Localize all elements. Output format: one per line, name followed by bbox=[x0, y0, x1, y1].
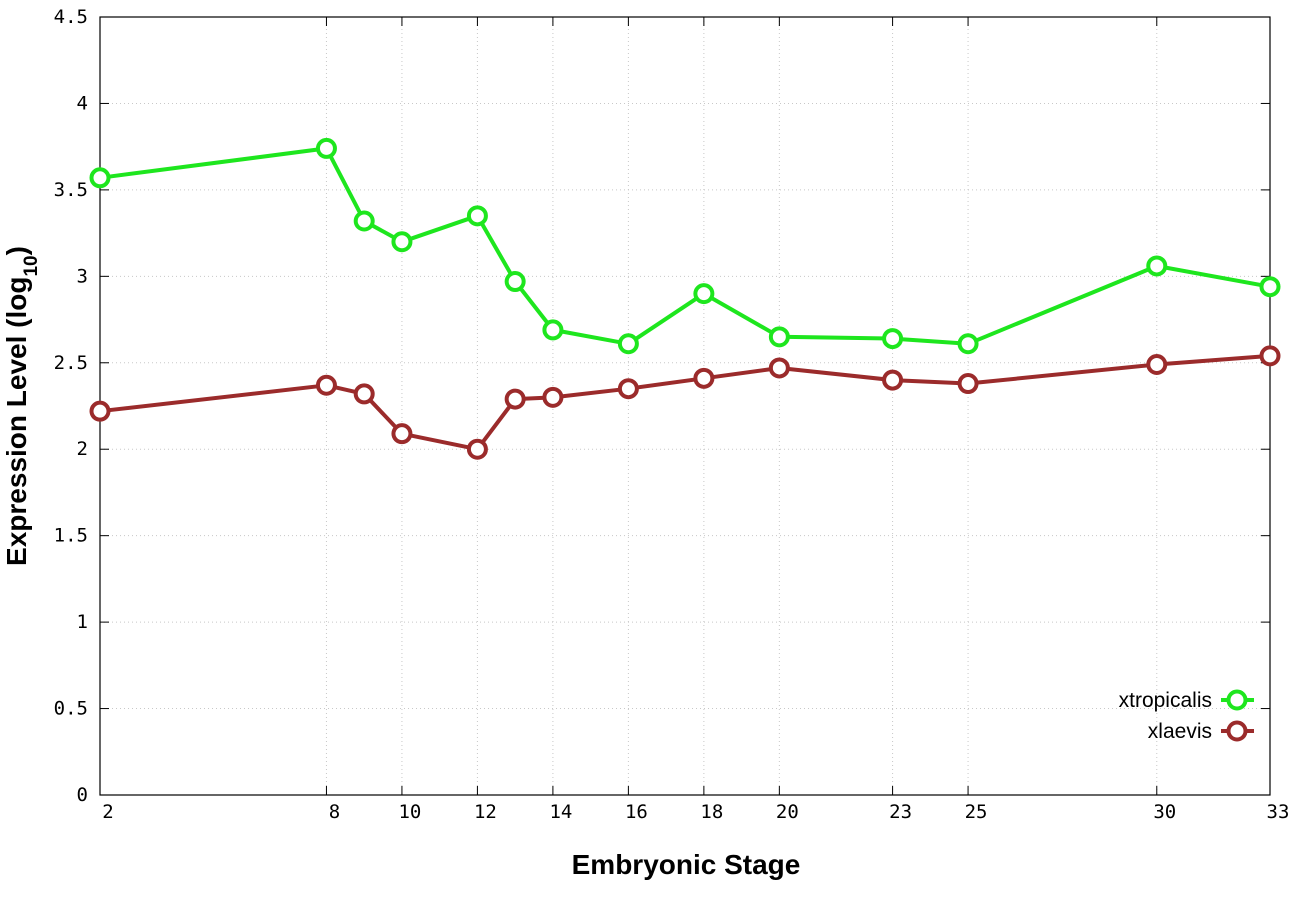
data-point-xtropicalis bbox=[315, 137, 337, 159]
data-point-xtropicalis bbox=[504, 271, 526, 293]
grid bbox=[100, 17, 1270, 795]
x-tick-label: 33 bbox=[1267, 801, 1290, 823]
data-point-xlaevis bbox=[391, 423, 413, 445]
x-axis-title: Embryonic Stage bbox=[572, 849, 801, 880]
data-point-xtropicalis bbox=[882, 328, 904, 350]
y-tick-label: 0 bbox=[77, 784, 88, 806]
x-tick-label: 14 bbox=[549, 801, 572, 823]
plot-frame bbox=[99, 16, 1271, 796]
x-tick-label: 18 bbox=[700, 801, 723, 823]
data-point-xtropicalis bbox=[617, 333, 639, 355]
x-tick-label: 10 bbox=[398, 801, 421, 823]
data-point-xtropicalis bbox=[391, 231, 413, 253]
data-point-xlaevis bbox=[693, 367, 715, 389]
data-point-xtropicalis bbox=[353, 210, 375, 232]
data-point-xtropicalis bbox=[693, 283, 715, 305]
data-point-xlaevis bbox=[315, 374, 337, 396]
y-tick-label: 2.5 bbox=[54, 352, 88, 374]
legend-swatch-marker-xlaevis bbox=[1226, 720, 1248, 742]
x-tick-label: 20 bbox=[776, 801, 799, 823]
data-point-xlaevis bbox=[89, 400, 111, 422]
y-axis-title-subscript: 10 bbox=[21, 255, 42, 276]
data-point-xtropicalis bbox=[89, 167, 111, 189]
data-point-xlaevis bbox=[957, 373, 979, 395]
y-tick-label: 4 bbox=[77, 92, 88, 114]
x-tick-label: 25 bbox=[965, 801, 988, 823]
data-point-xlaevis bbox=[466, 438, 488, 460]
series-line-xtropicalis bbox=[99, 146, 1271, 346]
series-xtropicalis bbox=[89, 137, 1281, 355]
data-point-xlaevis bbox=[768, 357, 790, 379]
data-point-xlaevis bbox=[542, 386, 564, 408]
y-tick-label: 3 bbox=[77, 265, 88, 287]
y-axis-title: Expression Level (log10) bbox=[1, 246, 42, 566]
legend-label-xtropicalis: xtropicalis bbox=[1119, 689, 1212, 712]
x-tick-label: 8 bbox=[329, 801, 340, 823]
x-tick-label: 12 bbox=[474, 801, 497, 823]
data-point-xlaevis bbox=[504, 388, 526, 410]
data-point-xtropicalis bbox=[542, 319, 564, 341]
y-tick-label: 0.5 bbox=[54, 698, 88, 720]
x-tick-label: 16 bbox=[625, 801, 648, 823]
y-tick-label: 2 bbox=[77, 438, 88, 460]
x-tick-label: 2 bbox=[102, 801, 113, 823]
data-point-xlaevis bbox=[882, 369, 904, 391]
data-point-xlaevis bbox=[353, 383, 375, 405]
data-point-xtropicalis bbox=[1146, 255, 1168, 277]
data-point-xtropicalis bbox=[1259, 276, 1281, 298]
data-point-xtropicalis bbox=[768, 326, 790, 348]
series-line-xlaevis bbox=[99, 353, 1271, 452]
data-point-xlaevis bbox=[1259, 345, 1281, 367]
legend-entry-xlaevis: xlaevis bbox=[1148, 720, 1254, 743]
y-tick-label: 1 bbox=[77, 611, 88, 633]
x-tick-label: 23 bbox=[889, 801, 912, 823]
legend-swatch-marker-xtropicalis bbox=[1226, 689, 1248, 711]
legend-entry-xtropicalis: xtropicalis bbox=[1119, 689, 1254, 712]
data-point-xlaevis bbox=[617, 378, 639, 400]
series-xlaevis bbox=[89, 345, 1281, 460]
y-tick-label: 3.5 bbox=[54, 179, 88, 201]
y-axis-title-close: ) bbox=[1, 246, 32, 255]
x-tick-label: 30 bbox=[1153, 801, 1176, 823]
y-tick-label: 4.5 bbox=[54, 6, 88, 28]
legend-label-xlaevis: xlaevis bbox=[1148, 720, 1212, 743]
data-point-xlaevis bbox=[1146, 354, 1168, 376]
y-axis-title-main: Expression Level (log bbox=[1, 277, 32, 566]
axis-ticks: 0 0.5 1 1.5 2 2.5 3 3.5 4 4.5 2 8 10 12 14 16 18 20 23 25 30… bbox=[54, 6, 1290, 823]
data-point-xtropicalis bbox=[957, 333, 979, 355]
data-point-xtropicalis bbox=[466, 205, 488, 227]
y-tick-label: 1.5 bbox=[54, 525, 88, 547]
series-group bbox=[89, 137, 1281, 460]
legend: xtropicalis xlaevis bbox=[1119, 689, 1254, 743]
